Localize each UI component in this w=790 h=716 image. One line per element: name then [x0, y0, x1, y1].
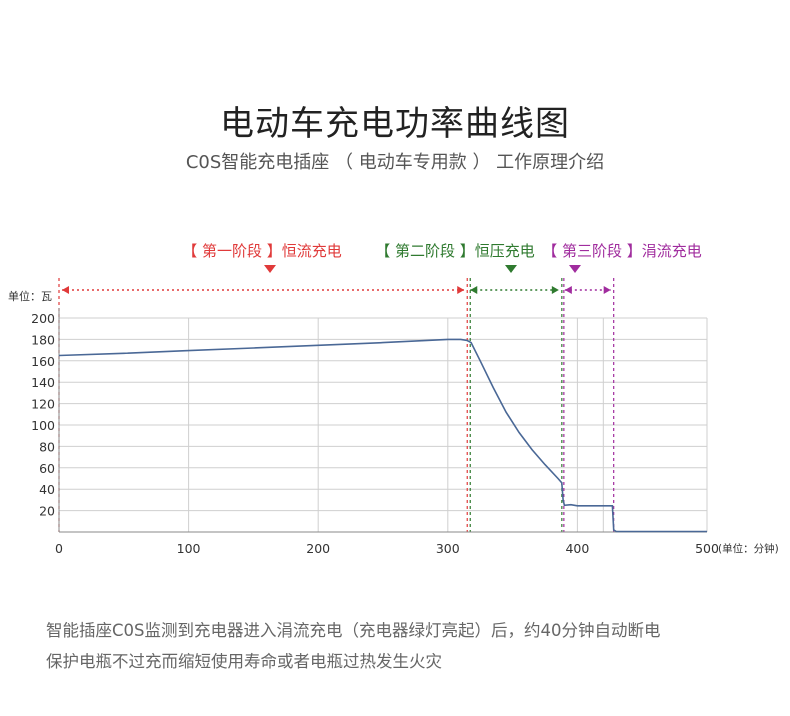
stage-arrow-head-right: [551, 286, 559, 294]
y-tick-label: 140: [31, 375, 55, 390]
chart-grid: [59, 317, 708, 532]
chart-title: 电动车充电功率曲线图: [220, 104, 570, 144]
chart-series: [58, 338, 707, 533]
x-axis-unit: (单位：分钟): [718, 542, 779, 555]
stage-annotations: 【 第一阶段 】恒流充电 【 第二阶段 】恒压充电【 第三阶段 】涓流充电: [58, 242, 702, 532]
stage-arrow-head-left: [62, 286, 69, 294]
y-tick-label: 100: [31, 418, 55, 433]
y-tick-label: 120: [31, 397, 55, 412]
x-tick-label: 300: [436, 541, 460, 556]
footer-text-line-1: 智能插座C0S监测到充电器进入涓流充电（充电器绿灯亮起）后，约40分钟自动断电: [46, 621, 661, 640]
y-tick-label: 80: [39, 439, 55, 454]
stage-label: 【 第二阶段 】恒压充电: [375, 242, 535, 260]
chart-subtitle: C0S智能充电插座 （ 电动车专用款 ） 工作原理介绍: [185, 152, 605, 173]
y-tick-label: 180: [31, 332, 55, 347]
y-tick-label: 160: [31, 354, 55, 369]
stage-marker-triangle: [569, 265, 581, 273]
y-tick-label: 60: [39, 461, 55, 476]
power-line: [58, 338, 707, 533]
stage-arrow-head-left: [564, 286, 572, 294]
x-tick-label: 100: [177, 541, 201, 556]
footer-text-line-2: 保护电瓶不过充而缩短使用寿命或者电瓶过热发生火灾: [46, 652, 442, 671]
y-axis-label: 单位：瓦: [8, 289, 52, 303]
stage-marker-triangle: [264, 265, 276, 273]
x-tick-label: 0: [55, 541, 63, 556]
y-tick-label: 40: [39, 482, 55, 497]
stage-marker-triangle: [505, 265, 517, 273]
stage-label: 【 第三阶段 】涓流充电: [542, 242, 702, 260]
stage-arrow-head-right: [603, 286, 611, 294]
stage-label: 【 第一阶段 】恒流充电: [182, 242, 342, 260]
x-tick-label: 400: [565, 541, 589, 556]
chart-axes: 20 40 60 80 100 120 140 160 180 200 0 100 200 300 400 5…: [8, 289, 779, 556]
x-tick-label: 200: [306, 541, 330, 556]
x-tick-label: 500: [695, 541, 719, 556]
power-curve-chart: 【 第一阶段 】恒流充电 【 第二阶段 】恒压充电【 第三阶段 】涓流充电 20 4…: [8, 242, 779, 556]
y-tick-label: 200: [31, 311, 55, 326]
stage-arrow-head-right: [457, 286, 465, 294]
stage-arrow-head-left: [470, 286, 478, 294]
y-tick-label: 20: [39, 504, 55, 519]
